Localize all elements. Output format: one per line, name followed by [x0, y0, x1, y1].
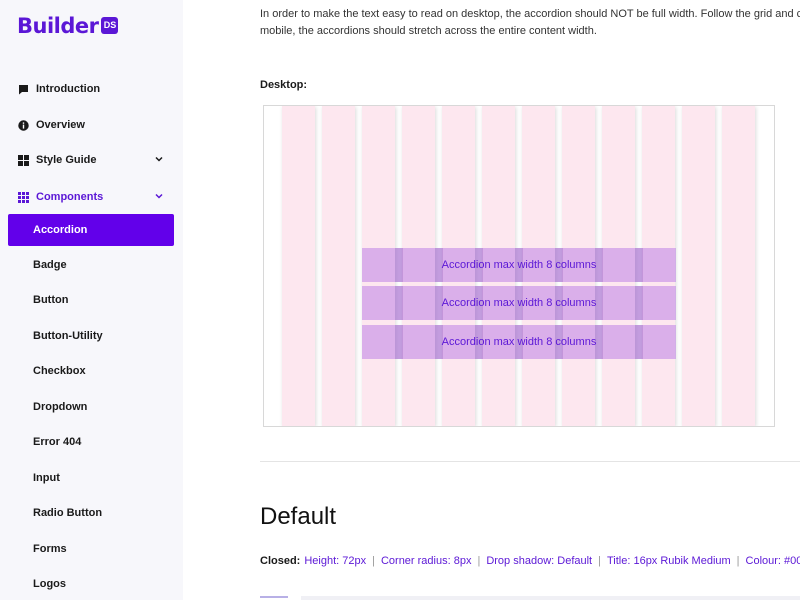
- spec-item: Corner radius: 8px: [380, 555, 472, 567]
- main-content: In order to make the text easy to read o…: [183, 0, 800, 600]
- grid-column: [722, 106, 755, 426]
- sidebar-item-introduction[interactable]: Introduction: [8, 73, 174, 105]
- sidebar-item-label: Components: [36, 191, 104, 203]
- section-title: Default: [260, 503, 337, 530]
- sidebar-item-label: Button: [33, 294, 69, 306]
- spec-separator: |: [372, 555, 375, 567]
- sidebar-item-forms[interactable]: Forms: [8, 533, 174, 565]
- sidebar-item-label: Input: [33, 472, 60, 484]
- sidebar-item-style-guide[interactable]: Style Guide: [8, 144, 174, 176]
- sidebar-item-radio-button[interactable]: Radio Button: [8, 497, 174, 529]
- sidebar-item-button-utility[interactable]: Button-Utility: [8, 320, 174, 352]
- sidebar-item-label: Accordion: [33, 224, 88, 236]
- intro-line: In order to make the text easy to read o…: [260, 8, 800, 20]
- grid-column: [322, 106, 355, 426]
- grid-icon: [17, 154, 29, 166]
- accordion-example-bar: Accordion max width 8 columns: [362, 325, 676, 359]
- sidebar-item-logos[interactable]: Logos: [8, 568, 174, 600]
- spec-list: Closed: Height: 72px | Corner radius: 8p…: [260, 555, 800, 567]
- spec-separator: |: [477, 555, 481, 567]
- grid-column: [282, 106, 315, 426]
- info-icon: [17, 119, 29, 131]
- logo-badge: DS: [101, 16, 119, 34]
- grid-column: [682, 106, 715, 426]
- grid-demo-image: Accordion max width 8 columns Accordion …: [263, 105, 775, 427]
- sidebar-item-dropdown[interactable]: Dropdown: [8, 391, 174, 423]
- sidebar-item-label: Badge: [33, 259, 67, 271]
- spec-separator: |: [736, 555, 740, 567]
- logo-text: Builder: [17, 14, 99, 38]
- intro-line: mobile, the accordions should stretch ac…: [260, 25, 597, 37]
- spec-separator: |: [598, 555, 601, 567]
- apps-icon: [17, 191, 29, 203]
- tab-track: [301, 596, 800, 600]
- tab-indicator[interactable]: [260, 596, 288, 598]
- sidebar-item-error-404[interactable]: Error 404: [8, 426, 174, 458]
- sidebar-item-accordion[interactable]: Accordion: [8, 214, 174, 246]
- chevron-down-icon: [154, 154, 164, 164]
- sidebar-item-label: Forms: [33, 543, 67, 555]
- sidebar-item-label: Button-Utility: [33, 330, 103, 342]
- spec-item: Height: 72px: [304, 555, 367, 567]
- chevron-down-icon: [154, 191, 164, 201]
- sidebar-item-label: Dropdown: [33, 401, 88, 413]
- sidebar-item-label: Checkbox: [33, 365, 86, 377]
- sidebar-item-label: Error 404: [33, 436, 82, 448]
- logo[interactable]: Builder DS: [17, 14, 119, 38]
- accordion-example-bar: Accordion max width 8 columns: [362, 248, 676, 282]
- sidebar-item-button[interactable]: Button: [8, 284, 174, 316]
- desktop-label: Desktop:: [260, 79, 308, 91]
- spec-item: Title: 16px Rubik Medium: [606, 555, 731, 567]
- sidebar-item-checkbox[interactable]: Checkbox: [8, 355, 174, 387]
- section-divider: [260, 461, 800, 462]
- sidebar-item-label: Style Guide: [36, 154, 97, 166]
- sidebar-item-components[interactable]: Components: [8, 181, 174, 213]
- intro-text: In order to make the text easy to read o…: [260, 6, 800, 40]
- sidebar: Builder DS Introduction Overview Style G…: [0, 0, 183, 600]
- accordion-example-bar: Accordion max width 8 columns: [362, 286, 676, 320]
- spec-item: Drop shadow: Default: [486, 555, 593, 567]
- sidebar-item-label: Overview: [36, 119, 85, 131]
- sidebar-item-overview[interactable]: Overview: [8, 109, 174, 141]
- sidebar-item-label: Introduction: [36, 83, 101, 95]
- spec-label: Closed:: [260, 555, 301, 567]
- sidebar-item-label: Logos: [33, 578, 66, 590]
- spec-item: Colour: #000000: [745, 555, 800, 567]
- sidebar-item-label: Radio Button: [33, 507, 103, 519]
- sidebar-item-badge[interactable]: Badge: [8, 249, 174, 281]
- comment-icon: [17, 83, 29, 95]
- sidebar-item-input[interactable]: Input: [8, 462, 174, 494]
